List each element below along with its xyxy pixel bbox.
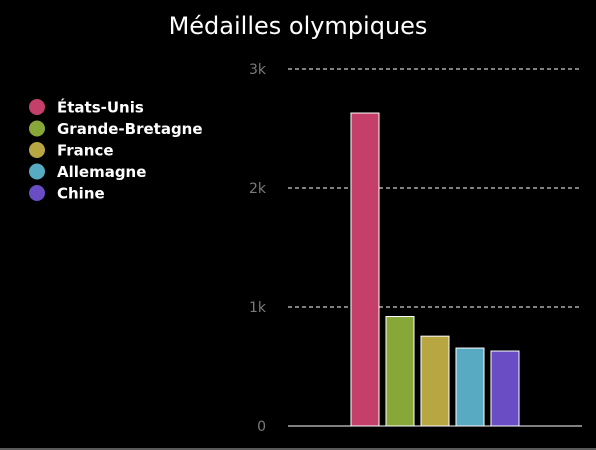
bar--tats-unis	[350, 112, 380, 427]
y-tick-label: 2k	[249, 181, 267, 197]
legend-label: Chine	[57, 185, 105, 203]
legend-swatch	[29, 142, 45, 158]
legend-item: Allemagne	[29, 163, 146, 181]
legend-swatch	[29, 120, 45, 137]
bottom-border	[0, 448, 596, 450]
bar-france	[420, 335, 450, 427]
bar-allemagne	[455, 347, 485, 427]
legend-item: Grande-Bretagne	[29, 120, 203, 138]
legend-label: États-Unis	[57, 98, 144, 117]
chart-title: Médailles olympiques	[169, 12, 428, 40]
bar-chine	[490, 350, 520, 427]
bar-grande-bretagne	[385, 316, 415, 427]
y-tick-label: 1k	[249, 300, 267, 316]
legend-item: États-Unis	[29, 98, 144, 117]
bars	[350, 112, 520, 427]
legend-label: France	[57, 142, 114, 160]
legend-label: Grande-Bretagne	[57, 120, 203, 138]
y-tick-label: 0	[257, 419, 266, 435]
legend-item: France	[29, 142, 114, 160]
legend-swatch	[29, 185, 45, 201]
y-tick-label: 3k	[249, 62, 267, 78]
legend: États-Unis Grande-Bretagne France Allemagne…	[29, 98, 203, 203]
legend-item: Chine	[29, 185, 105, 203]
y-axis: 0 1k 2k 3k	[249, 62, 267, 435]
legend-swatch	[29, 99, 45, 115]
legend-swatch	[29, 163, 45, 180]
legend-label: Allemagne	[57, 163, 146, 181]
